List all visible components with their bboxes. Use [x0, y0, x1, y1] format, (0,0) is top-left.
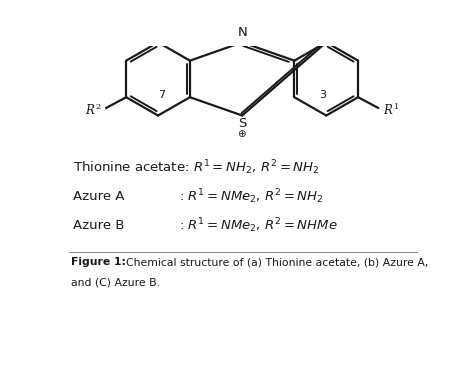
Text: $R^1$: $R^1$: [383, 102, 399, 118]
FancyBboxPatch shape: [56, 44, 428, 345]
Text: $R^2$: $R^2$: [85, 102, 101, 118]
Text: $\oplus$: $\oplus$: [237, 128, 247, 139]
Text: : $R^1 = NMe_2$, $R^2 = NHMe$: : $R^1 = NMe_2$, $R^2 = NHMe$: [179, 216, 338, 234]
Text: S: S: [238, 117, 246, 130]
Text: N: N: [237, 25, 247, 38]
Text: : $R^1 = NMe_2$, $R^2 = NH_2$: : $R^1 = NMe_2$, $R^2 = NH_2$: [179, 187, 324, 206]
Text: Azure A: Azure A: [73, 190, 124, 203]
Text: Azure B: Azure B: [73, 219, 124, 232]
Text: Figure 1:: Figure 1:: [71, 257, 126, 267]
Text: and (C) Azure B.: and (C) Azure B.: [71, 277, 160, 287]
Text: 7: 7: [157, 90, 165, 100]
Text: 3: 3: [319, 90, 327, 100]
Text: Thionine acetate: $R^1 = NH_2$, $R^2 = NH_2$: Thionine acetate: $R^1 = NH_2$, $R^2 = N…: [73, 158, 319, 177]
Text: Chemical structure of (a) Thionine acetate, (b) Azure A,: Chemical structure of (a) Thionine aceta…: [126, 257, 428, 267]
